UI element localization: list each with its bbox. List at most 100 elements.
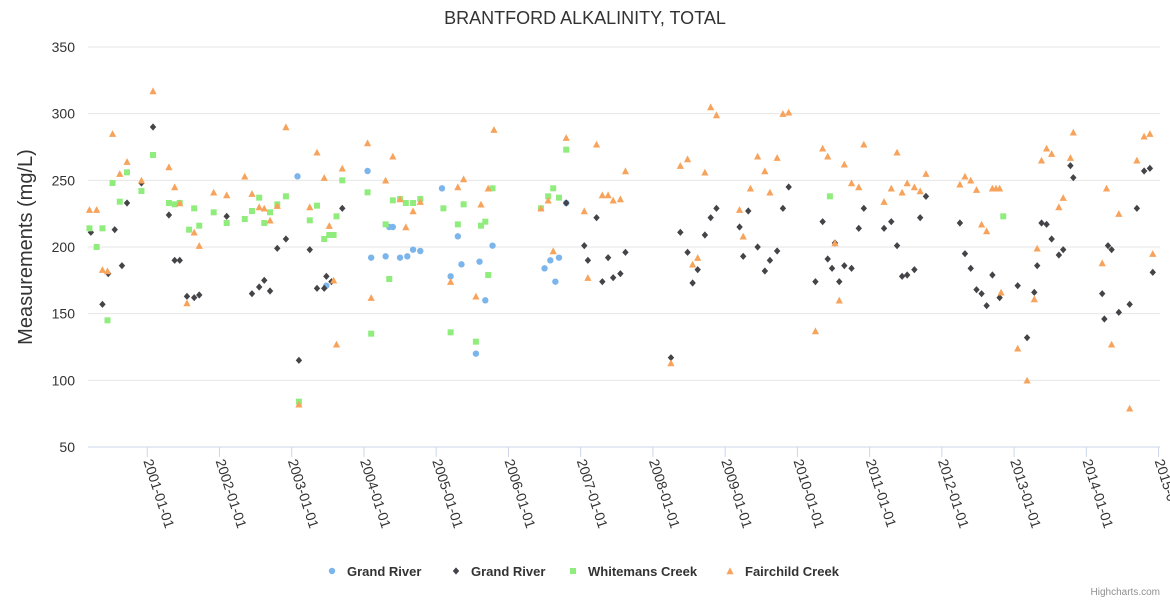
data-point[interactable] — [454, 221, 461, 228]
data-point[interactable] — [98, 266, 107, 273]
data-point[interactable] — [1115, 308, 1123, 316]
data-point[interactable] — [694, 254, 702, 261]
legend-marker[interactable] — [452, 567, 460, 575]
data-point[interactable] — [477, 222, 484, 229]
data-point[interactable] — [223, 191, 231, 199]
data-point[interactable] — [581, 242, 588, 250]
data-point[interactable] — [1146, 130, 1154, 137]
data-point[interactable] — [701, 231, 709, 239]
data-point[interactable] — [149, 87, 157, 95]
data-point[interactable] — [454, 233, 462, 240]
data-point[interactable] — [819, 144, 827, 152]
data-point[interactable] — [440, 205, 447, 212]
data-point[interactable] — [684, 248, 691, 256]
data-point[interactable] — [593, 214, 600, 222]
data-point[interactable] — [409, 207, 417, 215]
data-point[interactable] — [482, 218, 489, 225]
data-point[interactable] — [368, 330, 375, 337]
data-point[interactable] — [811, 327, 820, 335]
data-point[interactable] — [667, 354, 675, 362]
data-point[interactable] — [186, 226, 193, 233]
data-point[interactable] — [472, 338, 479, 345]
data-point[interactable] — [841, 262, 848, 270]
data-point[interactable] — [248, 208, 255, 214]
data-point[interactable] — [1048, 235, 1055, 243]
data-point[interactable] — [261, 220, 268, 226]
data-point[interactable] — [255, 203, 263, 211]
data-point[interactable] — [363, 139, 372, 147]
data-point[interactable] — [550, 185, 557, 192]
data-point[interactable] — [1000, 213, 1007, 220]
data-point[interactable] — [223, 220, 230, 226]
data-point[interactable] — [489, 185, 496, 192]
data-point[interactable] — [149, 123, 157, 131]
data-point[interactable] — [1042, 144, 1051, 152]
data-point[interactable] — [888, 218, 895, 226]
data-point[interactable] — [824, 152, 832, 160]
data-point[interactable] — [545, 193, 552, 200]
legend[interactable]: Grand River Grand River Whitemans Creek Fai… — [328, 564, 840, 579]
data-point[interactable] — [447, 278, 455, 285]
data-point[interactable] — [273, 202, 281, 209]
data-point[interactable] — [306, 217, 313, 224]
data-point[interactable] — [903, 271, 911, 279]
data-point[interactable] — [171, 256, 178, 264]
data-point[interactable] — [176, 199, 184, 207]
data-point[interactable] — [973, 286, 980, 294]
data-point[interactable] — [124, 169, 131, 176]
data-point[interactable] — [313, 148, 321, 156]
data-point[interactable] — [248, 290, 256, 298]
data-point[interactable] — [773, 154, 781, 161]
data-point[interactable] — [1043, 220, 1050, 228]
data-point[interactable] — [183, 299, 191, 307]
data-point[interactable] — [267, 209, 274, 216]
data-point[interactable] — [116, 170, 124, 177]
data-point[interactable] — [1037, 156, 1046, 164]
data-point[interactable] — [460, 201, 467, 208]
data-point[interactable] — [996, 184, 1004, 192]
data-point[interactable] — [736, 223, 743, 231]
legend-label[interactable]: Grand River — [347, 564, 421, 579]
data-point[interactable] — [438, 185, 446, 192]
data-point[interactable] — [1038, 219, 1045, 227]
data-point[interactable] — [1140, 167, 1148, 175]
data-point[interactable] — [712, 111, 721, 119]
data-point[interactable] — [123, 199, 131, 207]
data-point[interactable] — [190, 228, 198, 236]
data-point[interactable] — [409, 246, 417, 253]
data-point[interactable] — [1033, 262, 1041, 270]
data-point[interactable] — [677, 228, 684, 236]
data-point[interactable] — [922, 170, 930, 177]
data-point[interactable] — [1108, 340, 1116, 348]
data-point[interactable] — [916, 187, 924, 195]
data-point[interactable] — [458, 261, 465, 268]
data-point[interactable] — [1140, 132, 1148, 140]
data-point[interactable] — [828, 264, 836, 272]
data-point[interactable] — [294, 173, 301, 180]
data-point[interactable] — [402, 223, 410, 231]
data-point[interactable] — [604, 254, 612, 262]
data-point[interactable] — [592, 140, 601, 148]
data-point[interactable] — [266, 287, 274, 295]
data-point[interactable] — [389, 197, 396, 204]
data-point[interactable] — [580, 207, 588, 215]
data-point[interactable] — [150, 152, 157, 158]
data-point[interactable] — [1033, 244, 1041, 252]
data-point[interactable] — [707, 103, 715, 111]
data-point[interactable] — [1031, 288, 1038, 296]
data-point[interactable] — [116, 198, 123, 205]
legend-marker[interactable] — [328, 567, 336, 575]
data-point[interactable] — [1104, 242, 1112, 250]
data-point[interactable] — [165, 163, 173, 171]
data-point[interactable] — [880, 224, 888, 232]
data-point[interactable] — [754, 152, 762, 160]
data-point[interactable] — [367, 294, 375, 301]
data-point[interactable] — [490, 126, 498, 133]
data-point[interactable] — [893, 242, 901, 250]
data-point[interactable] — [364, 189, 371, 196]
data-point[interactable] — [472, 350, 480, 357]
data-point[interactable] — [598, 191, 606, 199]
data-point[interactable] — [176, 256, 183, 264]
data-point[interactable] — [338, 164, 346, 172]
data-point[interactable] — [402, 200, 409, 206]
